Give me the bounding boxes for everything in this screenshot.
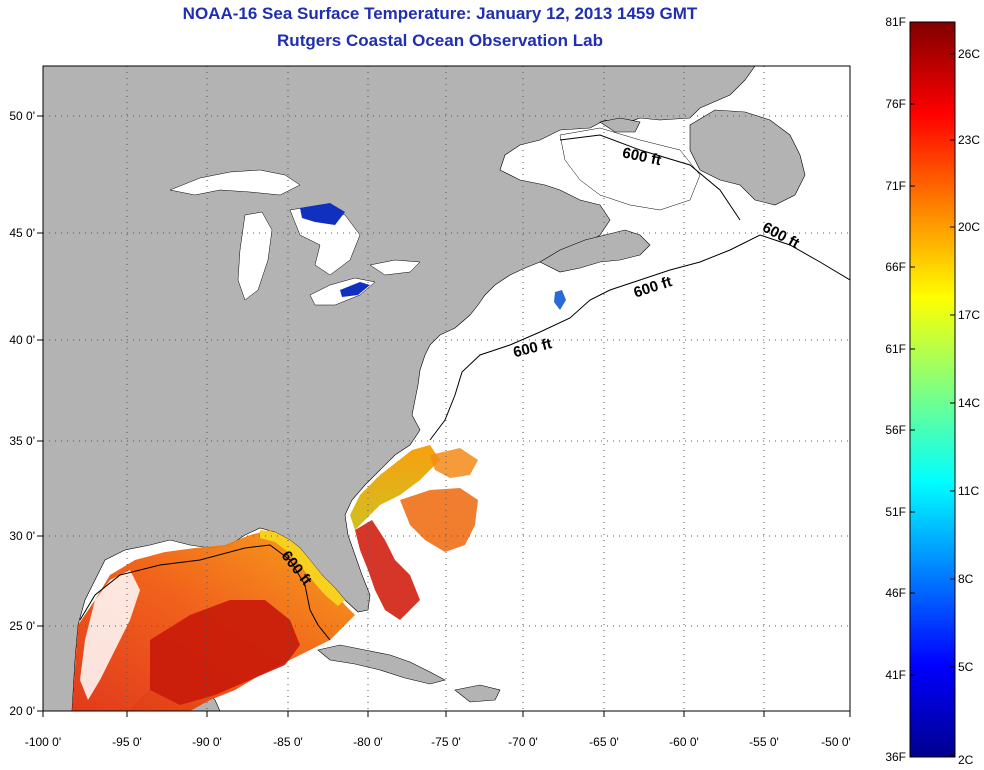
- colorbar-f-label: 46F: [885, 586, 906, 600]
- cuba-land: [317, 644, 446, 685]
- colorbar: 81F 76F 71F 66F 61F 56F 51F 46F 41F 36F …: [885, 15, 980, 767]
- colorbar-f-label: 36F: [885, 750, 906, 764]
- gulf-stream-south-sst: [355, 520, 420, 620]
- y-tick-label: 45 0': [9, 226, 35, 240]
- lake-superior: [169, 169, 301, 196]
- lake-michigan: [237, 211, 273, 301]
- x-tick-label: -55 0': [749, 735, 779, 749]
- gulf-sst-coastal: [260, 530, 345, 606]
- gulf-st-lawrence: [559, 127, 701, 211]
- colorbar-c-label: 20C: [958, 220, 980, 234]
- x-tick-label: -65 0': [589, 735, 619, 749]
- depth-contour-600ft: [429, 234, 850, 441]
- x-tick-label: -50 0': [821, 735, 851, 749]
- newfoundland-land: [689, 109, 806, 206]
- grid: [43, 66, 850, 711]
- lake-cold-sst-erie: [340, 282, 370, 297]
- colorbar-gradient: [909, 21, 956, 758]
- colorbar-f-label: 51F: [885, 505, 906, 519]
- x-tick-label: -100 0': [25, 735, 61, 749]
- x-tick-label: -95 0': [112, 735, 142, 749]
- x-tick-label: -90 0': [192, 735, 222, 749]
- x-axis: -100 0' -95 0' -90 0' -85 0' -80 0' -75 …: [25, 711, 851, 749]
- x-tick-label: -80 0': [353, 735, 383, 749]
- offshore-sst-patch-2: [430, 448, 478, 478]
- x-tick-label: -75 0': [431, 735, 461, 749]
- colorbar-c-label: 26C: [958, 47, 980, 61]
- anticosti-land: [599, 117, 641, 133]
- colorbar-c-label: 2C: [958, 753, 974, 767]
- colorbar-f-label: 61F: [885, 342, 906, 356]
- x-tick-label: -70 0': [508, 735, 538, 749]
- colorbar-c-label: 17C: [958, 308, 980, 322]
- colorbar-f-label: 71F: [885, 179, 906, 193]
- lake-cold-sst: [300, 203, 345, 225]
- map-title: NOAA-16 Sea Surface Temperature: January…: [182, 4, 698, 23]
- gulf-stream-sst: [350, 445, 440, 530]
- maritimes-land: [539, 229, 651, 273]
- colorbar-f-label: 81F: [885, 15, 906, 29]
- colorbar-c-label: 14C: [958, 396, 980, 410]
- gulf-maine-sst: [554, 290, 566, 310]
- colorbar-c-label: 5C: [958, 660, 974, 674]
- y-tick-label: 25 0': [9, 619, 35, 633]
- map-subtitle: Rutgers Coastal Ocean Observation Lab: [277, 31, 603, 50]
- colorbar-f-label: 41F: [885, 668, 906, 682]
- hispaniola-land: [454, 684, 501, 703]
- y-tick-label: 30 0': [9, 529, 35, 543]
- y-tick-label: 35 0': [9, 434, 35, 448]
- x-tick-label: -60 0': [669, 735, 699, 749]
- colorbar-f-label: 76F: [885, 97, 906, 111]
- y-tick-label: 20 0': [9, 704, 35, 718]
- lake-ontario: [369, 259, 421, 276]
- colorbar-f-label: 56F: [885, 423, 906, 437]
- depth-contour-600ft-gulf: [79, 544, 331, 641]
- colorbar-f-label: 66F: [885, 260, 906, 274]
- x-tick-label: -85 0': [273, 735, 303, 749]
- offshore-sst-patch: [400, 488, 478, 552]
- gulf-sst-texas: [80, 570, 140, 700]
- y-tick-label: 40 0': [9, 333, 35, 347]
- colorbar-c-label: 11C: [958, 484, 979, 498]
- colorbar-c-label: 8C: [958, 572, 974, 586]
- y-axis: 20 0' 25 0' 30 0' 35 0' 40 0' 45 0' 50 0…: [9, 109, 43, 718]
- depth-contour-600ft-stlawrence: [559, 134, 741, 221]
- y-tick-label: 50 0': [9, 109, 35, 123]
- colorbar-c-label: 23C: [958, 133, 980, 147]
